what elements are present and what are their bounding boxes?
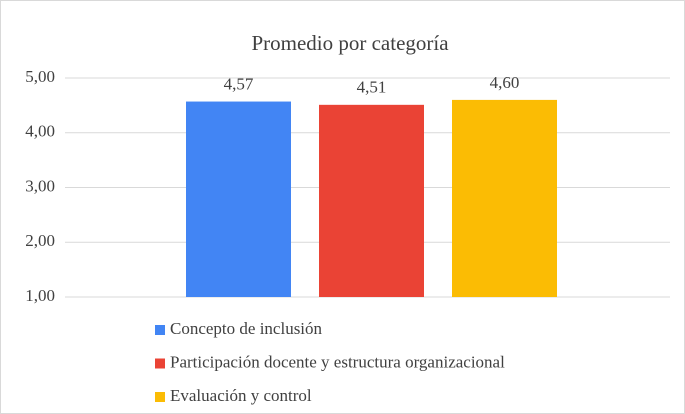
value-label: 4,57 xyxy=(224,74,254,93)
bar xyxy=(186,101,291,297)
y-tick-label: 3,00 xyxy=(25,176,55,195)
value-label: 4,51 xyxy=(357,78,387,97)
legend-swatch xyxy=(155,392,165,402)
legend-swatch xyxy=(155,358,165,369)
bar xyxy=(452,99,557,298)
y-tick-label: 2,00 xyxy=(25,231,55,250)
y-tick-label: 1,00 xyxy=(25,286,55,305)
chart-title: Promedio por categoría xyxy=(251,31,449,55)
legend-label: Evaluación y control xyxy=(170,386,312,405)
legend-swatch xyxy=(155,325,165,335)
y-tick-label: 4,00 xyxy=(25,122,55,141)
y-tick-label: 5,00 xyxy=(25,67,55,86)
value-label: 4,60 xyxy=(490,73,520,92)
bar xyxy=(319,104,424,297)
legend-label: Concepto de inclusión xyxy=(170,319,323,338)
legend-label: Participación docente y estructura organ… xyxy=(170,352,505,371)
